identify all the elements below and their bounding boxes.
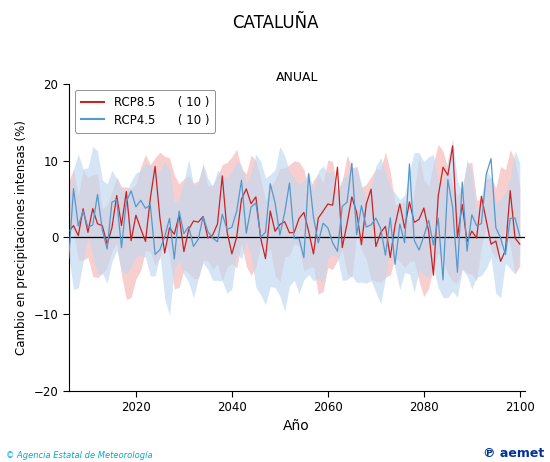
Y-axis label: Cambio en precipitaciones intensas (%): Cambio en precipitaciones intensas (%) xyxy=(15,120,28,355)
Text: ℗ aemet: ℗ aemet xyxy=(483,447,544,460)
X-axis label: Año: Año xyxy=(283,419,310,433)
Title: ANUAL: ANUAL xyxy=(276,71,318,84)
Text: CATALUÑA: CATALUÑA xyxy=(232,14,318,32)
Legend: RCP8.5      ( 10 ), RCP4.5      ( 10 ): RCP8.5 ( 10 ), RCP4.5 ( 10 ) xyxy=(75,90,215,133)
Text: © Agencia Estatal de Meteorología: © Agencia Estatal de Meteorología xyxy=(6,451,152,460)
